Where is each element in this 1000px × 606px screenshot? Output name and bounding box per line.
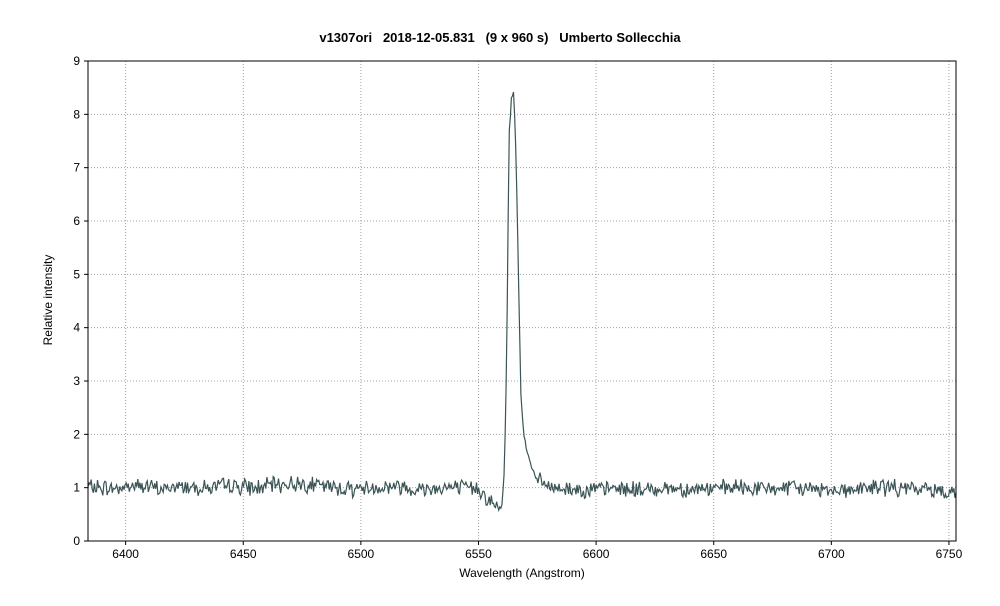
x-tick-label: 6750 bbox=[936, 547, 963, 561]
y-tick-label: 6 bbox=[73, 214, 80, 228]
x-tick-label: 6650 bbox=[700, 547, 727, 561]
x-tick-label: 6500 bbox=[348, 547, 375, 561]
x-tick-label: 6400 bbox=[112, 547, 139, 561]
x-tick-label: 6550 bbox=[465, 547, 492, 561]
plot-area bbox=[88, 61, 956, 541]
x-tick-label: 6450 bbox=[230, 547, 257, 561]
y-tick-label: 1 bbox=[73, 481, 80, 495]
chart-title: v1307ori 2018-12-05.831 (9 x 960 s) Umbe… bbox=[319, 30, 681, 45]
y-tick-label: 2 bbox=[73, 427, 80, 441]
y-tick-label: 9 bbox=[73, 54, 80, 68]
y-tick-label: 5 bbox=[73, 267, 80, 281]
y-tick-label: 7 bbox=[73, 161, 80, 175]
y-tick-label: 8 bbox=[73, 107, 80, 121]
x-axis-label: Wavelength (Angstrom) bbox=[459, 566, 585, 580]
x-tick-label: 6700 bbox=[818, 547, 845, 561]
x-tick-label: 6600 bbox=[583, 547, 610, 561]
y-axis-label: Relative intensity bbox=[41, 254, 55, 346]
spectrum-line bbox=[87, 91, 957, 513]
y-tick-label: 0 bbox=[73, 534, 80, 548]
y-tick-label: 4 bbox=[73, 321, 80, 335]
y-tick-label: 3 bbox=[73, 374, 80, 388]
plot-frame bbox=[87, 60, 957, 542]
